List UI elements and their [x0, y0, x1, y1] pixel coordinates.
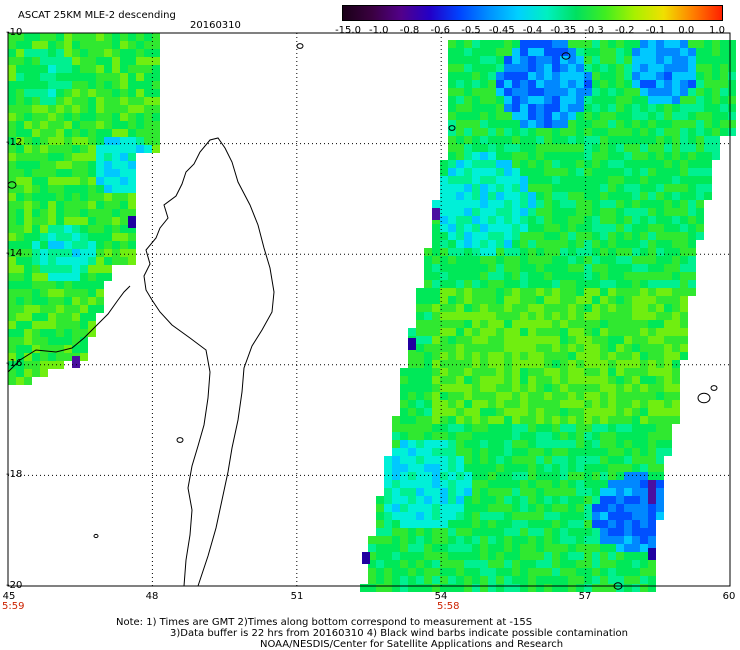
lon-label-60: 60: [722, 591, 736, 602]
island: [93, 533, 99, 539]
color-scale-label: -0.2: [614, 25, 635, 36]
time-label-mid: 5:58: [437, 601, 460, 612]
island: [697, 392, 711, 404]
swath-east: [360, 40, 736, 592]
contaminated-cell: [432, 208, 440, 220]
contaminated-cell: [648, 548, 656, 560]
island: [176, 437, 184, 443]
lon-label-48: 48: [145, 591, 159, 602]
contaminated-cell: [128, 216, 136, 228]
color-scale-label: -0.45: [488, 25, 515, 36]
lon-label-54: 54: [434, 591, 448, 602]
island: [296, 43, 304, 49]
africa-coast: [7, 285, 131, 373]
island: [448, 125, 456, 131]
color-scale-label: -0.3: [584, 25, 604, 36]
color-scale-label: -0.35: [550, 25, 577, 36]
contaminated-cell: [648, 480, 656, 504]
footer-credit: NOAA/NESDIS/Center for Satellite Applica…: [260, 639, 564, 650]
contaminated-cell: [72, 356, 80, 368]
color-scale-label: -0.6: [430, 25, 451, 36]
time-label-left: 5:59: [2, 601, 25, 612]
color-scale-bar: [342, 5, 723, 21]
lat-label-10: -10: [6, 27, 23, 38]
footer-note-1: Note: 1) Times are GMT 2)Times along bot…: [116, 617, 533, 628]
island: [710, 385, 718, 391]
lat-label-12: -12: [6, 137, 23, 148]
coastline: [7, 43, 718, 590]
swath-west: [8, 33, 160, 385]
lat-label-18: -18: [6, 469, 23, 480]
map-date: 20160310: [190, 20, 241, 31]
contaminated-cell: [362, 552, 370, 564]
color-scale-label: -0.5: [461, 25, 481, 36]
lat-label-20: -20: [6, 580, 23, 591]
lon-label-51: 51: [290, 591, 304, 602]
color-scale-label: -0.1: [645, 25, 666, 36]
color-scale-label: -15.0: [335, 25, 361, 36]
color-scale-label: 0.0: [678, 25, 695, 36]
lat-label-16: -16: [6, 358, 23, 369]
color-scale-label: -0.4: [522, 25, 543, 36]
island: [561, 52, 571, 60]
lon-label-57: 57: [578, 591, 592, 602]
scatterometer-swaths: [8, 33, 736, 592]
lon-label-45: 45: [2, 591, 16, 602]
contaminated-cell: [408, 338, 416, 350]
footer-note-2: 3)Data buffer is 22 hrs from 20160310 4)…: [170, 628, 628, 639]
lat-label-14: -14: [6, 248, 23, 259]
map-frame: [7, 32, 731, 587]
madagascar-coast: [143, 137, 275, 587]
color-scale-label: -0.8: [399, 25, 420, 36]
map-title: ASCAT 25KM MLE-2 descending: [18, 10, 176, 21]
color-scale-label: -1.0: [368, 25, 389, 36]
color-scale-label: 1.0: [709, 25, 725, 36]
